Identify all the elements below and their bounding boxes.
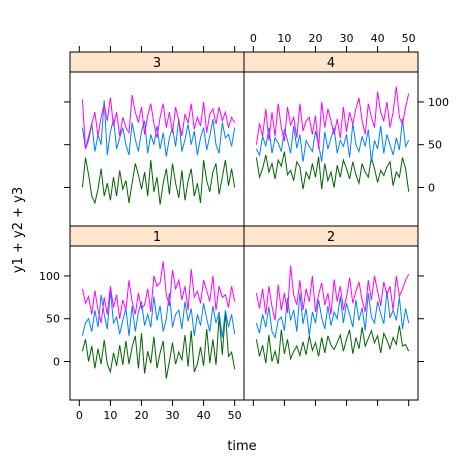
frame-panel-4 — [243, 71, 419, 227]
x-tick-label-top: 50 — [402, 32, 416, 45]
x-tick-label-bottom: 30 — [166, 409, 180, 422]
line-y1-panel-1 — [81, 311, 236, 379]
x-tick-label-top: 20 — [308, 32, 322, 45]
y-tick-label-right: 100 — [428, 96, 449, 109]
strip-label-3: 3 — [153, 56, 161, 71]
x-axis-top: 0 10 20 30 40 50 — [78, 32, 416, 52]
x-tick-label-top: 10 — [277, 32, 291, 45]
y-axis-left: 0 50 100 — [39, 101, 70, 369]
panel-3: 3 — [69, 51, 245, 227]
x-axis-title: time — [227, 439, 256, 454]
x-tick-label-bottom: 40 — [197, 409, 211, 422]
x-tick-label-bottom: 10 — [103, 409, 117, 422]
line-y1-panel-4 — [255, 151, 410, 192]
frame-panel-1 — [69, 245, 245, 401]
line-y1-panel-3 — [81, 157, 236, 205]
outer-frame — [69, 51, 419, 401]
line-y2-panel-2 — [255, 291, 410, 340]
x-tick-label-top: 0 — [250, 32, 257, 45]
line-y1-panel-2 — [255, 325, 410, 365]
line-y3-panel-1 — [81, 261, 236, 324]
line-y3-panel-4 — [255, 86, 410, 150]
strip-label-1: 1 — [153, 230, 161, 245]
x-tick-label-top: 40 — [371, 32, 385, 45]
x-tick-label-bottom: 50 — [228, 409, 242, 422]
strip-label-2: 2 — [327, 230, 335, 245]
y-axis-title: y1 + y2 + y3 — [11, 187, 26, 273]
line-y2-panel-3 — [81, 100, 236, 157]
x-tick-label-bottom: 0 — [76, 409, 83, 422]
y-tick-label-right: 0 — [428, 182, 435, 195]
y-tick-label-left: 0 — [53, 356, 60, 369]
y-axis-right: 0 50 100 — [418, 96, 449, 362]
strip-label-4: 4 — [327, 56, 335, 71]
line-y2-panel-1 — [81, 290, 236, 338]
panel-2: 2 — [243, 225, 419, 401]
y-tick-label-left: 100 — [39, 270, 60, 283]
x-axis-bottom: 0 10 20 30 40 50 — [76, 400, 410, 422]
line-y3-panel-2 — [255, 265, 410, 321]
line-y3-panel-3 — [81, 95, 236, 150]
line-y2-panel-4 — [255, 119, 410, 162]
panel-4: 4 — [243, 51, 419, 227]
x-tick-label-bottom: 20 — [134, 409, 148, 422]
y-tick-label-right: 50 — [428, 139, 442, 152]
x-tick-label-top: 30 — [340, 32, 354, 45]
panel-1: 1 — [69, 225, 245, 401]
panel-grid: 1 2 3 4 — [69, 51, 419, 401]
y-tick-label-left: 50 — [46, 313, 60, 326]
